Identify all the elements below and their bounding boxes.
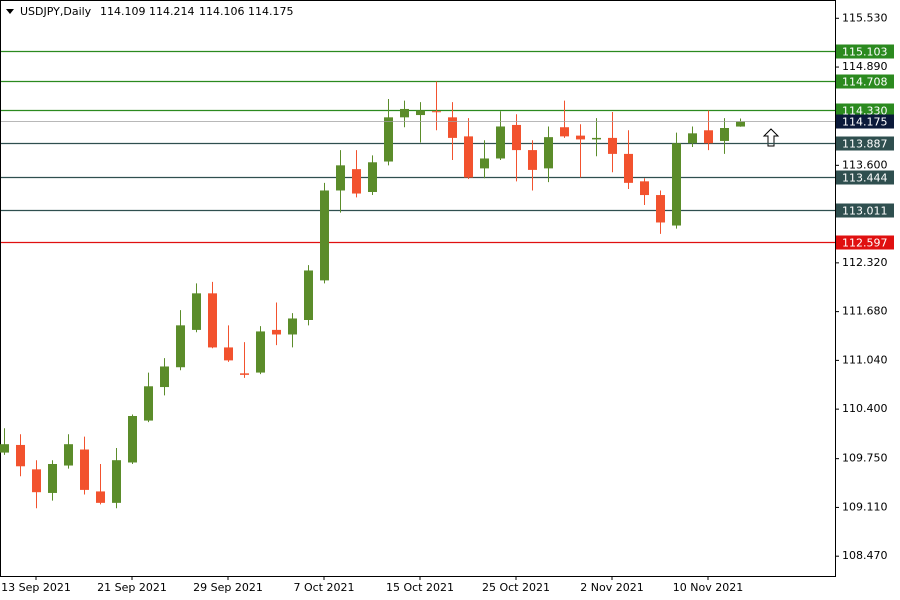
menu-triangle — [6, 9, 14, 14]
x-tick-label: 7 Oct 2021 — [293, 581, 354, 594]
candle-body — [128, 416, 137, 463]
candle-body — [80, 449, 89, 490]
candle-body — [240, 373, 249, 375]
candle-body — [688, 133, 697, 144]
y-tick-label: 110.400 — [842, 402, 888, 415]
x-tick-label: 15 Oct 2021 — [386, 581, 454, 594]
candle-body — [720, 128, 729, 141]
level-label-box — [836, 74, 894, 89]
candle-body — [528, 150, 537, 170]
level-label-box — [836, 44, 894, 59]
candle-body — [192, 293, 201, 330]
candle-body — [0, 444, 9, 453]
candle-body — [208, 293, 217, 348]
candle-body — [320, 190, 329, 281]
candle-body — [48, 464, 57, 493]
candle-body — [496, 126, 505, 159]
plot-frame — [0, 0, 836, 577]
level-label-box — [836, 170, 894, 185]
candle-body — [160, 366, 169, 388]
y-tick-label: 114.890 — [842, 60, 888, 73]
candle-body — [432, 111, 441, 113]
x-tick-label: 25 Oct 2021 — [482, 581, 550, 594]
symbol-title: USDJPY,Daily — [20, 5, 92, 18]
level-label-box — [836, 235, 894, 250]
y-tick-label: 111.680 — [842, 305, 888, 318]
y-tick-label: 108.470 — [842, 549, 888, 562]
candle-body — [544, 137, 553, 169]
candle-body — [608, 137, 617, 154]
price-label: 114.175 — [842, 116, 888, 129]
header-close: 114.175 — [248, 5, 294, 18]
candle-body — [352, 169, 361, 194]
candle-body — [304, 270, 313, 320]
candle-body — [384, 117, 393, 162]
candle-body — [512, 124, 521, 151]
price-label-box — [836, 114, 894, 129]
y-tick-label: 113.600 — [842, 158, 888, 171]
candle-body — [656, 195, 665, 223]
candle-body — [112, 460, 121, 503]
y-tick-label: 111.040 — [842, 353, 888, 366]
candle-body — [400, 108, 409, 118]
level-label: 114.708 — [842, 76, 888, 89]
candle-body — [464, 136, 473, 178]
level-label: 112.597 — [842, 237, 888, 250]
candle-body — [336, 165, 345, 191]
candle-body — [592, 137, 601, 140]
candle-body — [16, 444, 25, 467]
level-label-box — [836, 203, 894, 218]
level-label-box — [836, 103, 894, 118]
candle-body — [560, 127, 569, 137]
candle-body — [368, 162, 377, 192]
y-tick-label: 112.320 — [842, 256, 888, 269]
level-label: 113.887 — [842, 138, 888, 151]
candle-body — [176, 325, 185, 368]
candle-body — [32, 469, 41, 493]
y-tick-label: 109.750 — [842, 452, 888, 465]
x-tick-label: 10 Nov 2021 — [673, 581, 743, 594]
x-tick-label: 13 Sep 2021 — [1, 581, 71, 594]
candle-body — [704, 130, 713, 144]
level-label-box — [836, 136, 894, 151]
x-tick-label: 2 Nov 2021 — [580, 581, 643, 594]
candle-body — [672, 143, 681, 226]
level-label: 114.330 — [842, 105, 888, 118]
y-tick-label: 109.110 — [842, 500, 888, 513]
level-label: 113.011 — [842, 205, 888, 218]
x-tick-label: 29 Sep 2021 — [193, 581, 263, 594]
candle-body — [272, 329, 281, 335]
candle-body — [576, 135, 585, 140]
candle-body — [480, 158, 489, 169]
header-open: 114.109 — [100, 5, 146, 18]
x-tick-label: 21 Sep 2021 — [97, 581, 167, 594]
level-label: 113.444 — [842, 172, 888, 185]
candle-body — [448, 117, 457, 138]
candle-body — [416, 110, 425, 116]
header-low: 114.106 — [199, 5, 245, 18]
candle-body — [624, 153, 633, 183]
candle-body — [64, 444, 73, 466]
level-label: 115.103 — [842, 46, 888, 59]
candle-body — [736, 121, 745, 127]
candle-body — [256, 331, 265, 373]
arrow-annotation — [762, 128, 780, 147]
candle-body — [224, 347, 233, 361]
candle-body — [96, 491, 105, 503]
header-high: 114.214 — [149, 5, 195, 18]
candle-body — [288, 318, 297, 335]
candle-body — [144, 386, 153, 421]
candle-body — [640, 181, 649, 196]
y-tick-label: 115.530 — [842, 11, 888, 24]
